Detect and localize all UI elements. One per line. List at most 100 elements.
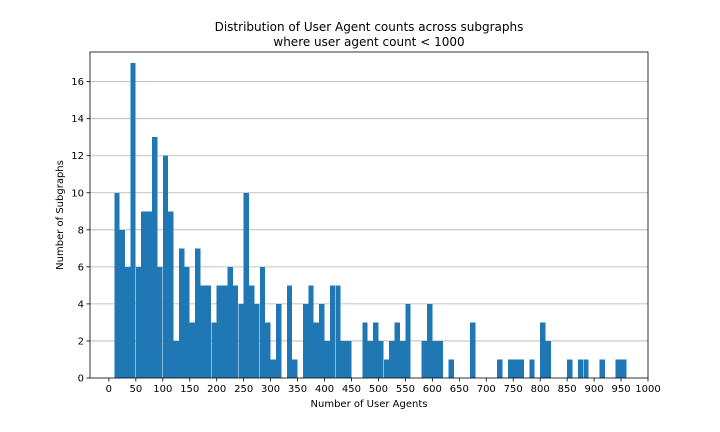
- histogram-bar: [286, 285, 293, 378]
- histogram-bar: [567, 359, 573, 378]
- y-tick-label: 10: [71, 188, 84, 199]
- histogram-bar: [513, 359, 519, 378]
- histogram-bar: [254, 303, 260, 378]
- histogram-bar: [545, 340, 551, 378]
- histogram-bar: [329, 285, 336, 378]
- histogram-bar: [114, 192, 120, 378]
- x-tick-label: 850: [558, 384, 577, 395]
- histogram-bar: [222, 285, 228, 378]
- x-tick-label: 700: [477, 384, 496, 395]
- histogram-bar: [211, 322, 217, 378]
- histogram-bar: [119, 229, 125, 378]
- plot-frame: [89, 51, 649, 379]
- histogram-bar: [216, 285, 223, 378]
- histogram-bar: [421, 340, 427, 378]
- histogram-bar: [302, 303, 309, 378]
- histogram-bar: [141, 211, 147, 378]
- histogram-bar: [529, 359, 535, 378]
- histogram-bar: [178, 248, 185, 378]
- histogram-bar: [378, 340, 384, 378]
- histogram-bar: [497, 359, 503, 378]
- y-tick-label: 4: [78, 299, 84, 310]
- x-tick-label: 1000: [635, 384, 660, 395]
- x-tick-label: 450: [342, 384, 361, 395]
- histogram-bar: [335, 285, 341, 378]
- histogram-bar: [125, 266, 131, 378]
- histogram-bar: [470, 322, 476, 378]
- histogram-bar: [162, 155, 169, 378]
- histogram-bar: [146, 211, 152, 378]
- x-axis-label: Number of User Agents: [311, 399, 428, 410]
- histogram-bar: [362, 322, 368, 378]
- x-tick-label: 150: [180, 384, 199, 395]
- y-axis-ticks: 0 2 4 6 8 10 12 14 16: [71, 77, 90, 385]
- histogram-bar: [340, 340, 347, 378]
- x-tick-label: 950: [611, 384, 630, 395]
- histogram-bar: [313, 322, 320, 378]
- histogram-bar: [394, 322, 400, 378]
- x-tick-label: 50: [129, 384, 142, 395]
- histogram-bar: [259, 266, 266, 378]
- histogram-bar: [205, 285, 212, 378]
- histogram-bar: [373, 322, 379, 378]
- bars: [114, 63, 627, 378]
- x-tick-label: 0: [106, 384, 112, 395]
- histogram-bar: [405, 303, 411, 378]
- histogram-bar: [308, 285, 314, 378]
- histogram-bar: [319, 303, 325, 378]
- x-tick-label: 900: [585, 384, 604, 395]
- histogram-bar: [621, 359, 627, 378]
- y-tick-label: 12: [71, 151, 84, 162]
- histogram-bar: [367, 340, 373, 378]
- x-tick-label: 250: [234, 384, 253, 395]
- chart-title-line-2: where user agent count < 1000: [273, 35, 464, 49]
- x-tick-label: 550: [396, 384, 415, 395]
- y-tick-label: 8: [78, 225, 84, 236]
- histogram-bar: [232, 285, 239, 378]
- y-tick-label: 0: [78, 374, 84, 385]
- y-tick-label: 16: [71, 77, 84, 88]
- histogram-bar: [168, 211, 174, 378]
- histogram-bar: [507, 359, 514, 378]
- x-axis-ticks: 0 50 100 150 200 250 300 350 400 450 500 550 600 650 7…: [106, 378, 661, 395]
- histogram-bar: [437, 340, 444, 378]
- histogram-bar: [383, 359, 390, 378]
- chart-title-line-1: Distribution of User Agent counts across…: [215, 20, 524, 34]
- histogram-bar: [152, 137, 158, 378]
- histogram-bar: [426, 303, 433, 378]
- histogram-bar: [200, 285, 206, 378]
- histogram-bar: [346, 340, 352, 378]
- x-tick-label: 200: [207, 384, 226, 395]
- histogram-bar: [243, 192, 249, 378]
- y-axis-label: Number of Subgraphs: [55, 160, 66, 270]
- histogram-bar: [324, 340, 330, 378]
- x-tick-label: 100: [153, 384, 172, 395]
- y-tick-label: 14: [71, 114, 84, 125]
- histogram-bar: [184, 266, 190, 378]
- histogram-bar: [130, 63, 136, 378]
- histogram-bar: [270, 359, 276, 378]
- histogram-bar: [432, 340, 438, 378]
- x-tick-label: 350: [288, 384, 307, 395]
- x-tick-label: 650: [450, 384, 469, 395]
- x-tick-label: 500: [369, 384, 388, 395]
- histogram-bar: [227, 266, 233, 378]
- histogram-bar: [448, 359, 454, 378]
- histogram-bar: [135, 266, 142, 378]
- histogram-bar: [189, 322, 196, 378]
- y-tick-label: 6: [78, 262, 84, 273]
- histogram-bar: [292, 359, 298, 378]
- histogram-bar: [389, 340, 395, 378]
- x-tick-label: 600: [423, 384, 442, 395]
- x-tick-label: 750: [504, 384, 523, 395]
- histogram-bar: [400, 340, 406, 378]
- histogram-bar: [249, 285, 255, 378]
- grid-lines: [90, 81, 648, 342]
- histogram-bar: [173, 340, 179, 378]
- histogram-bar: [583, 359, 589, 378]
- histogram-bar: [615, 359, 621, 378]
- histogram-bar: [238, 303, 244, 378]
- x-tick-label: 400: [315, 384, 334, 395]
- x-tick-label: 800: [531, 384, 550, 395]
- histogram-bar: [599, 359, 605, 378]
